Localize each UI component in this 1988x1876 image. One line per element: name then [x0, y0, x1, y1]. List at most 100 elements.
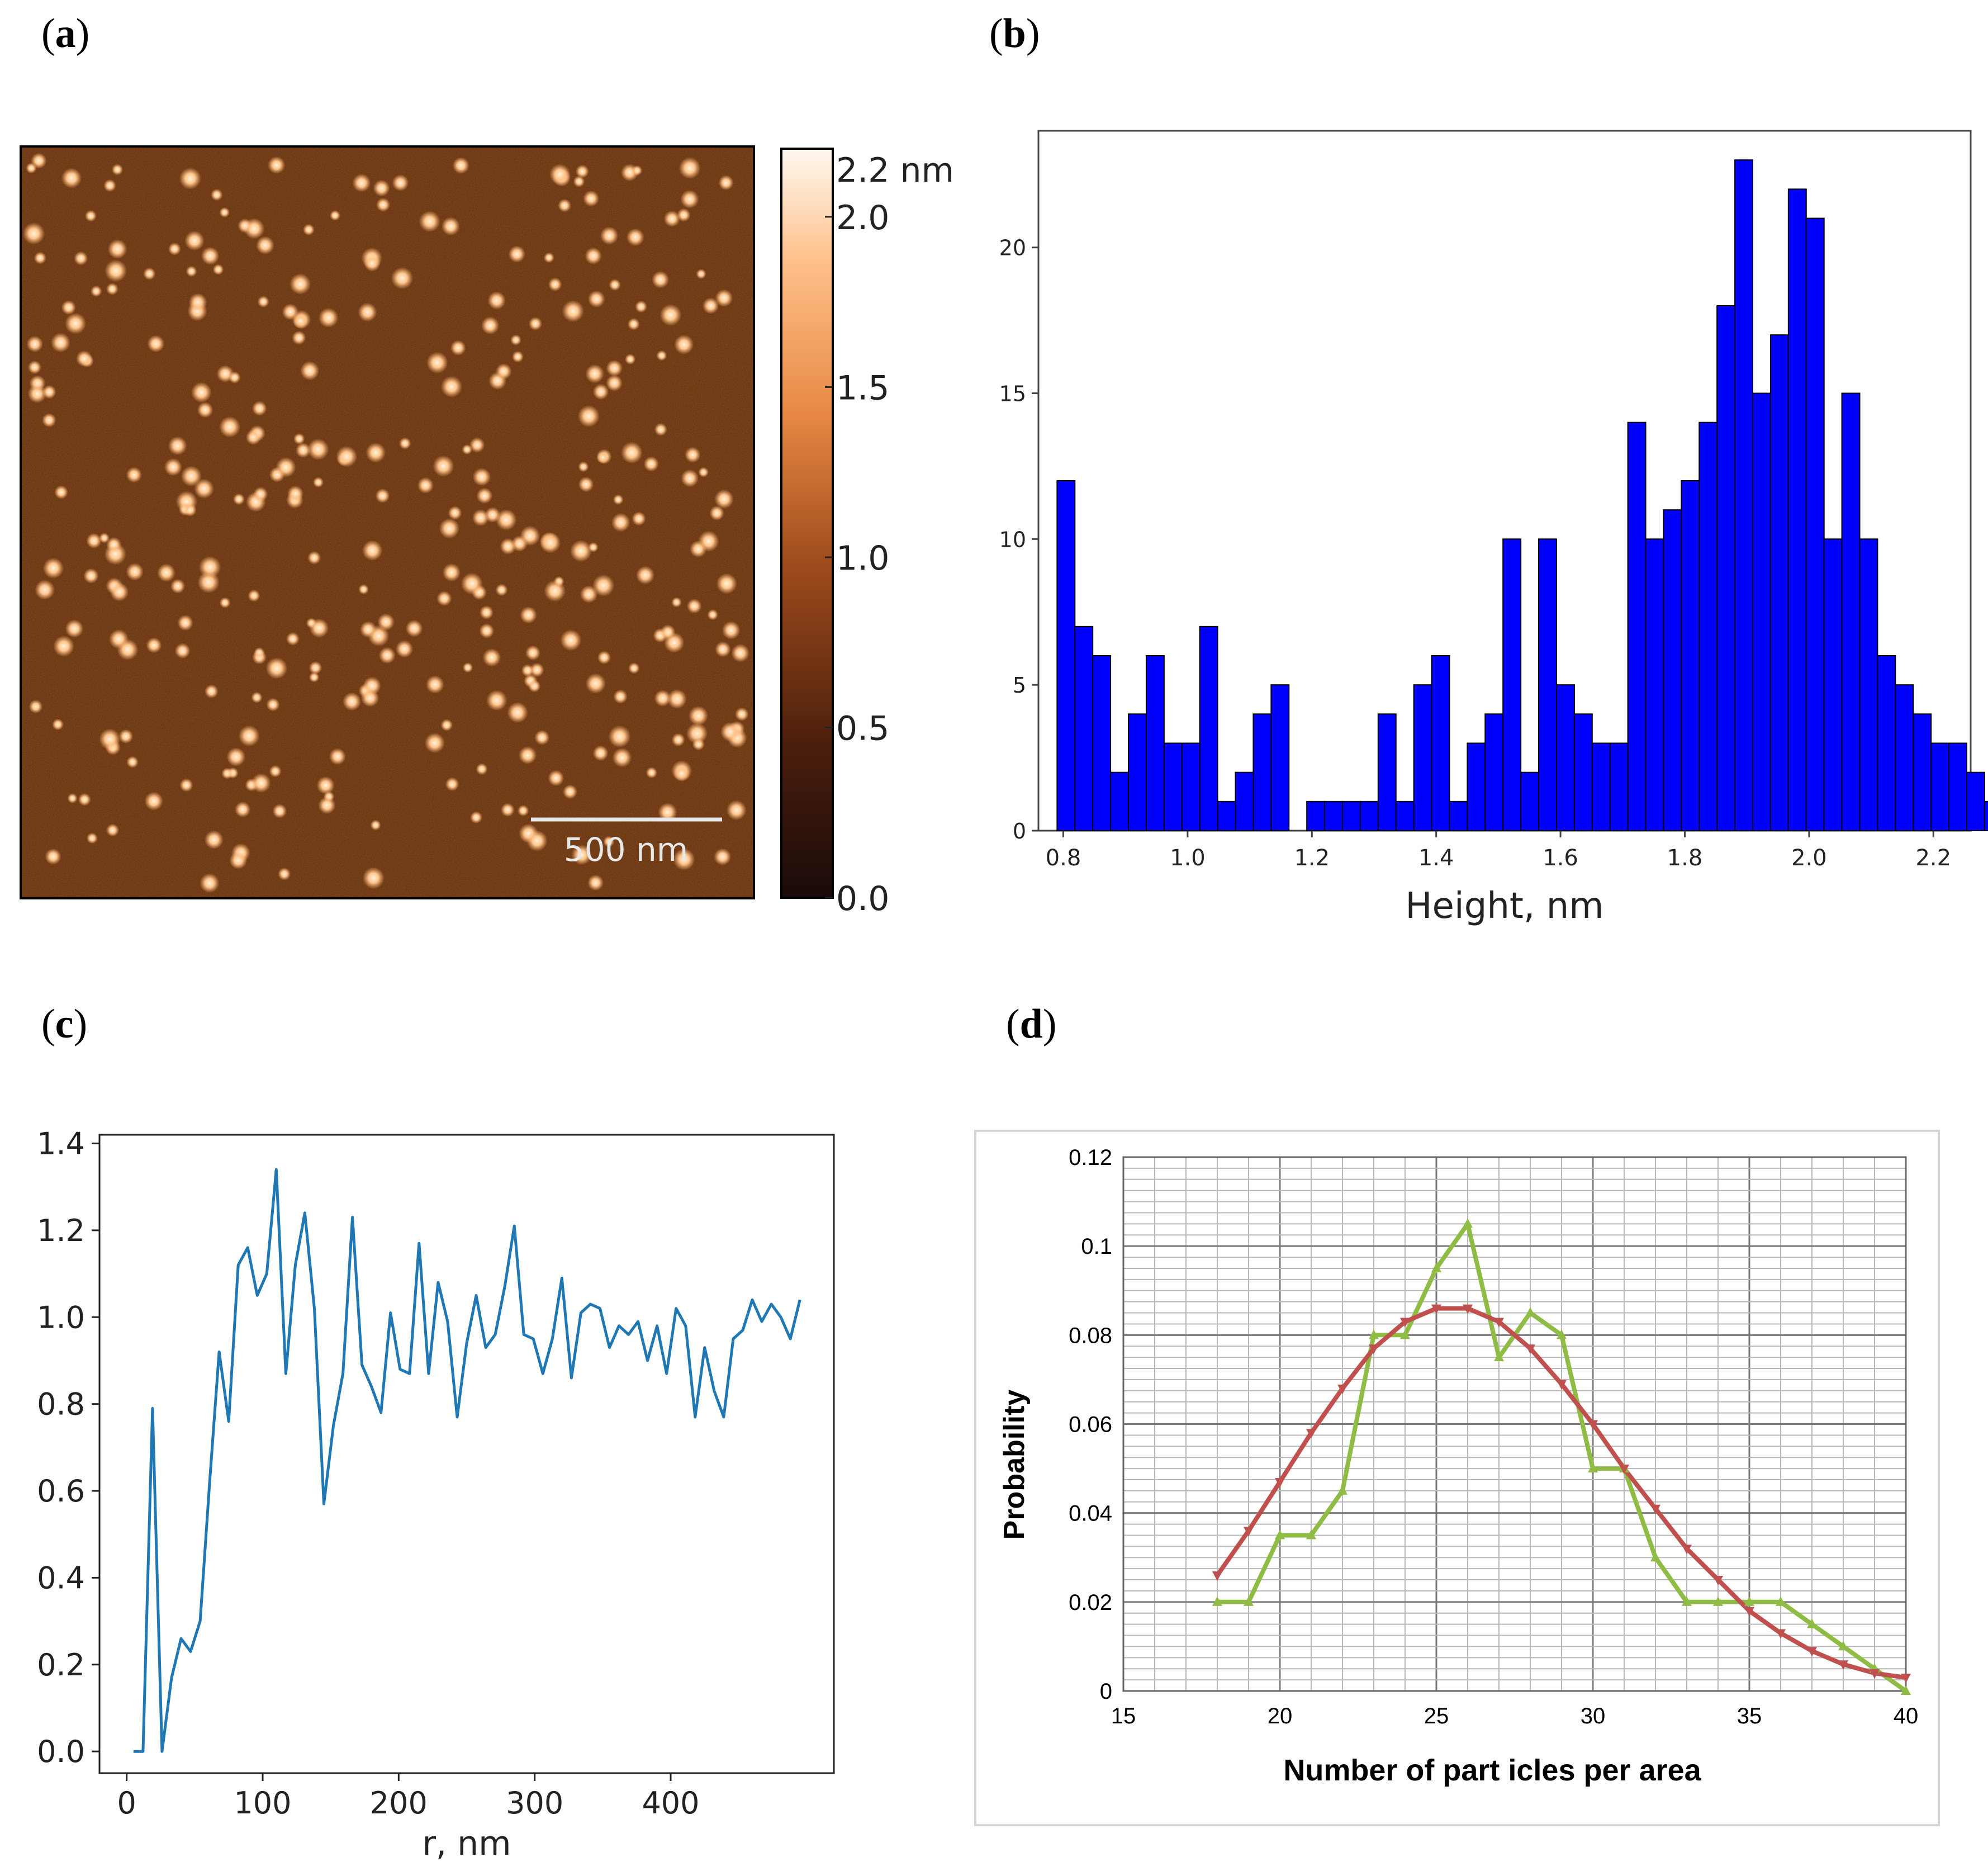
histogram-bar: [1431, 655, 1450, 831]
afm-particle: [191, 382, 212, 403]
afm-particle: [117, 639, 139, 660]
afm-particle: [84, 210, 97, 222]
series-observed-point: [1431, 1262, 1441, 1272]
afm-particle: [585, 673, 606, 694]
afm-particle: [204, 684, 219, 699]
histogram-bar: [1199, 626, 1218, 832]
series-observed-point: [1901, 1685, 1911, 1695]
afm-particle: [620, 442, 643, 464]
line-y-tick-label: 1.2: [37, 1213, 85, 1248]
series-observed-point: [1494, 1352, 1504, 1362]
afm-particle: [395, 640, 414, 658]
afm-particle: [50, 333, 70, 353]
line-y-tick-label: 0.6: [37, 1474, 85, 1509]
colorbar-tick-label: 1.0: [836, 539, 889, 578]
afm-particle: [436, 591, 452, 607]
afm-particle: [197, 402, 213, 418]
afm-particle: [168, 436, 187, 456]
histogram-bar: [1449, 800, 1468, 832]
afm-particle: [179, 167, 202, 190]
afm-particle: [735, 707, 749, 721]
afm-particle: [352, 173, 371, 192]
histogram-x-tick-label: 2.0: [1791, 845, 1827, 871]
afm-particle: [445, 777, 459, 792]
afm-particle: [686, 598, 702, 614]
afm-particle: [86, 533, 102, 549]
histogram-bar: [1609, 742, 1629, 831]
afm-particle: [518, 746, 537, 765]
series-observed-point: [1588, 1463, 1598, 1473]
afm-particle: [632, 511, 646, 526]
afm-particle: [632, 165, 643, 176]
colorbar-ticks: 2.0 1.5 1.0 0.5 0.0: [825, 198, 889, 918]
afm-particle: [526, 830, 548, 851]
series-fit-point: [1369, 1344, 1379, 1354]
line-x-tick-label: 200: [370, 1785, 428, 1821]
afm-particle: [507, 702, 528, 723]
series-observed-point: [1525, 1307, 1535, 1317]
afm-particle: [26, 335, 44, 353]
afm-particle: [107, 239, 127, 259]
afm-particle: [425, 675, 444, 694]
histogram-bar: [1769, 334, 1789, 831]
afm-particle: [433, 455, 454, 477]
afm-particle: [510, 334, 521, 345]
afm-particle: [126, 563, 144, 581]
afm-particle: [164, 458, 182, 476]
series-fit-point: [1807, 1647, 1817, 1657]
afm-particle: [470, 811, 483, 824]
histogram-bar: [1805, 217, 1825, 831]
series-observed-point: [1744, 1596, 1754, 1606]
afm-particle: [186, 266, 197, 277]
afm-particle: [184, 230, 205, 251]
afm-particle: [111, 164, 124, 176]
afm-particle: [168, 242, 181, 255]
afm-particle: [592, 745, 609, 761]
histogram-bar: [1181, 742, 1201, 831]
afm-particle: [76, 350, 93, 367]
afm-particle: [229, 371, 241, 383]
afm-particle: [219, 416, 241, 438]
afm-particle: [359, 621, 377, 638]
afm-particle: [597, 651, 611, 665]
afm-particle: [548, 277, 562, 292]
line-x-tick-label: 400: [642, 1785, 699, 1821]
afm-particle: [462, 444, 472, 455]
panel-label-a-letter: a: [55, 11, 76, 56]
afm-particle: [543, 252, 554, 263]
afm-particle: [293, 433, 305, 445]
afm-particle: [143, 267, 156, 280]
line-y-tick-label: 0.0: [37, 1734, 85, 1769]
afm-particle: [592, 383, 609, 400]
histogram-bar: [1520, 771, 1540, 831]
histogram-bars: [1056, 159, 1988, 832]
afm-particle: [204, 830, 224, 850]
histogram-bar: [1591, 742, 1611, 831]
afm-particle: [628, 662, 640, 674]
probability-x-label: Number of part icles per area: [1283, 1754, 1701, 1787]
afm-particle: [303, 224, 315, 236]
afm-particle: [578, 461, 589, 472]
histogram-y-tick-label: 5: [1013, 673, 1026, 698]
probability-y-tick-label: 0.12: [1069, 1145, 1112, 1170]
afm-particle: [309, 661, 322, 675]
histogram-bar: [1056, 480, 1076, 831]
afm-particle: [35, 580, 55, 600]
series-fit-point: [1244, 1527, 1254, 1537]
afm-particle: [251, 773, 271, 793]
afm-particle: [731, 643, 750, 662]
histogram-axes: 0.8 1.0 1.2 1.4 1.6 1.8 2.0 2.2 0 5 10 15 20: [999, 236, 1951, 871]
panel-label-c-letter: c: [55, 1001, 74, 1047]
afm-particle: [370, 819, 381, 831]
histogram-x-tick-label: 1.8: [1667, 845, 1703, 871]
histogram-bar: [1948, 742, 1967, 831]
afm-particle: [229, 851, 248, 870]
series-fit-point: [1463, 1304, 1473, 1314]
afm-particle: [188, 293, 207, 312]
histogram-x-tick-label: 1.4: [1418, 845, 1454, 871]
afm-particle: [517, 804, 529, 817]
afm-particle: [476, 763, 488, 775]
afm-particle: [627, 318, 640, 330]
histogram-x-tick-label: 0.8: [1046, 845, 1081, 871]
afm-particle: [680, 190, 699, 209]
